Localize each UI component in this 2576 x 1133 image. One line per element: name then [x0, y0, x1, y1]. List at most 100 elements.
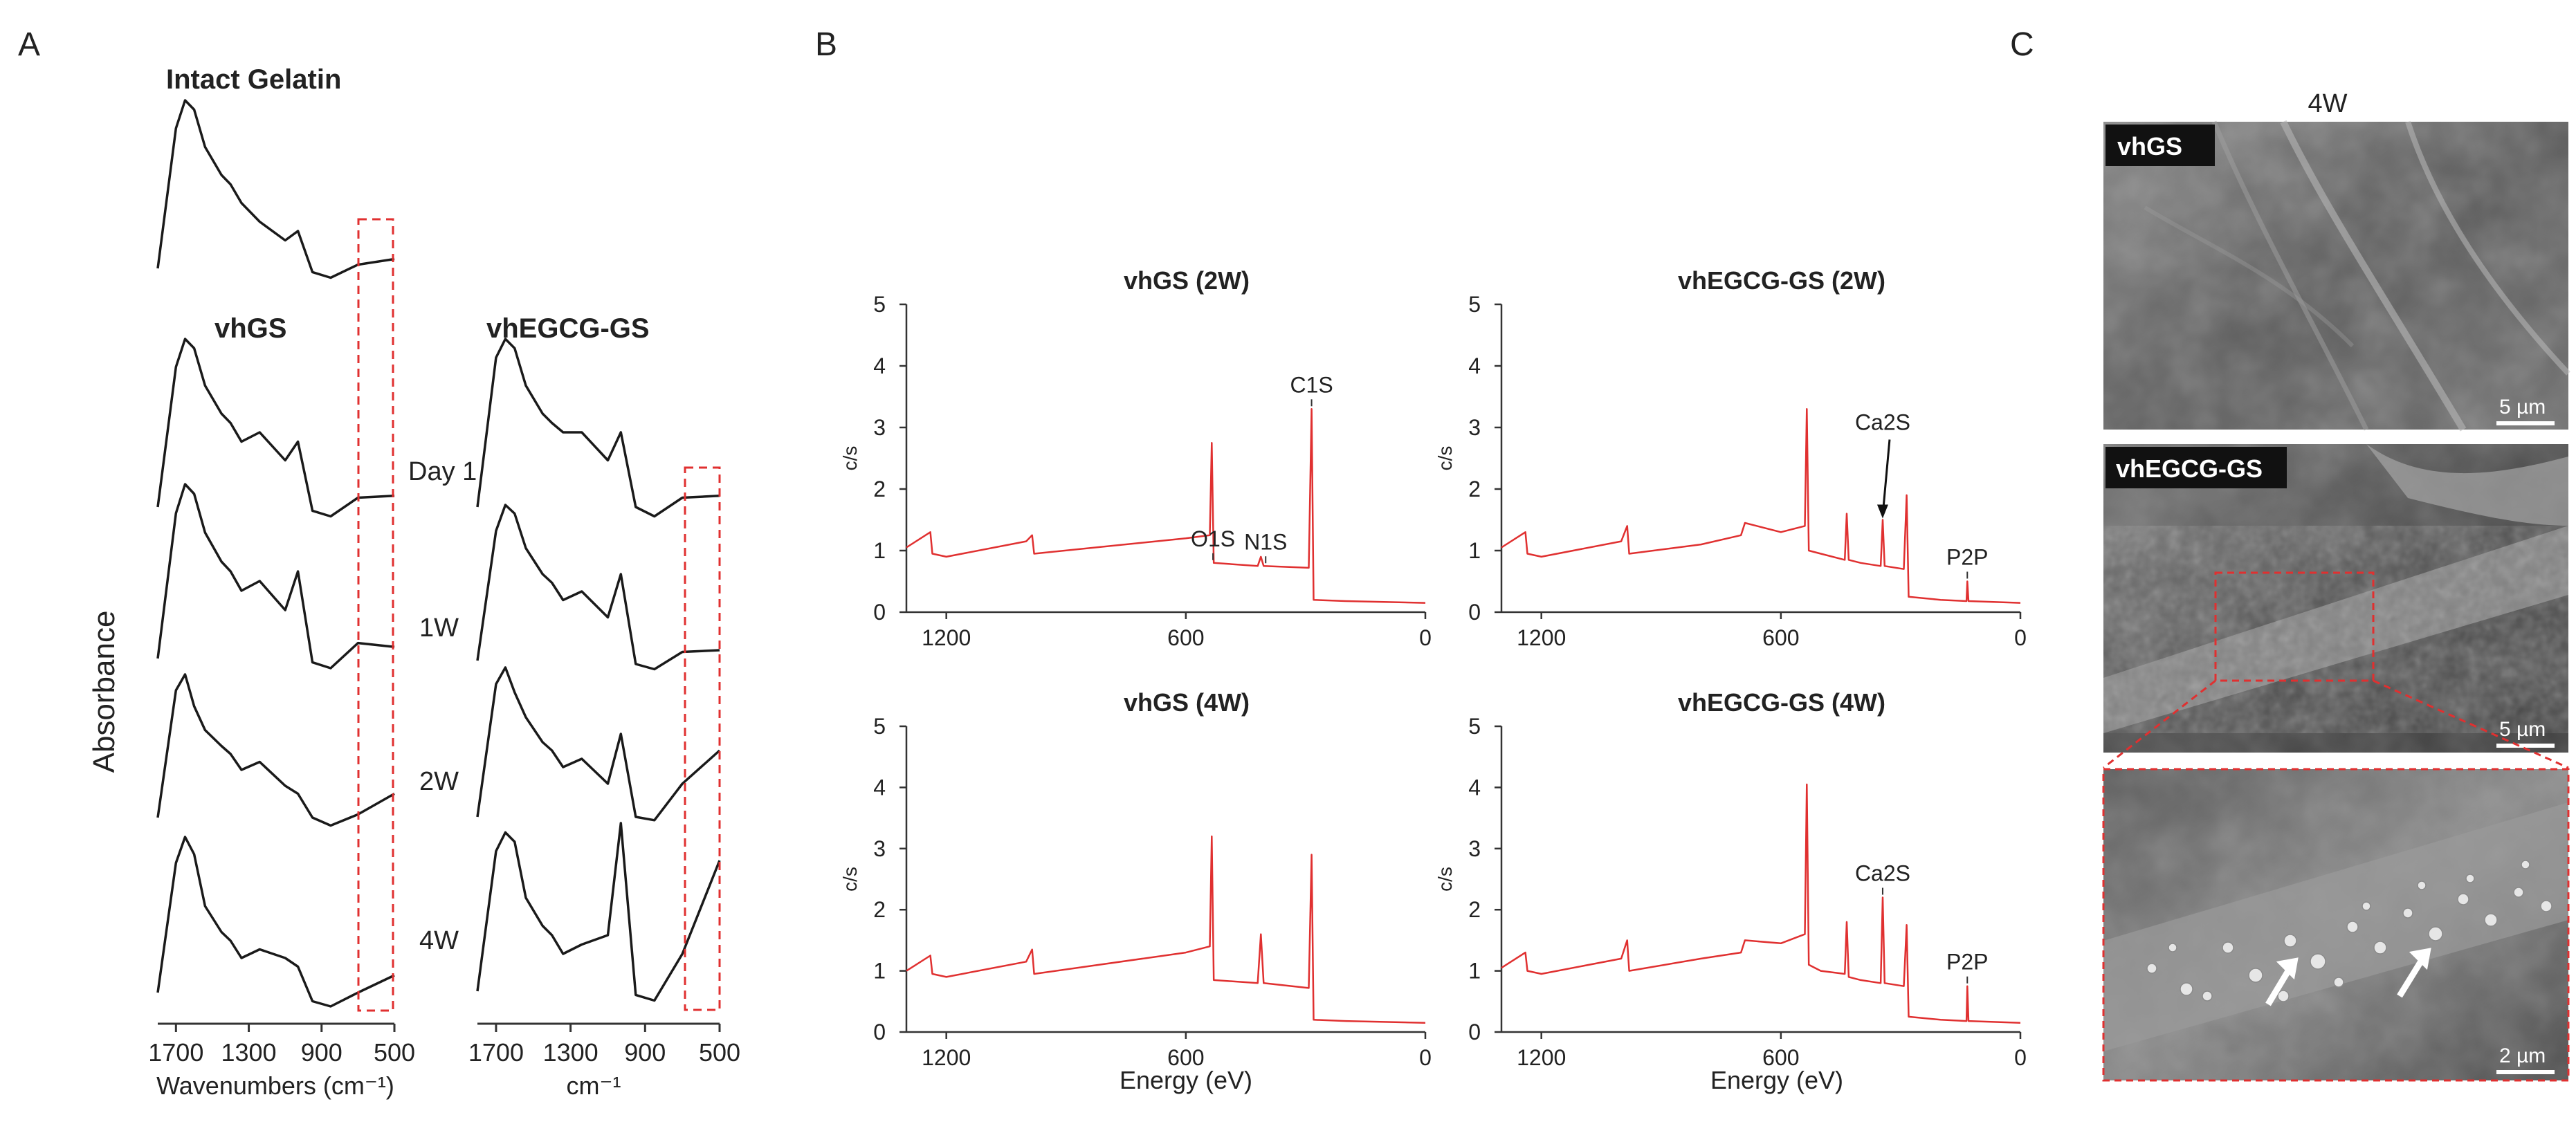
panel-letter-a: A: [18, 26, 40, 63]
xps-xtick-label: 0: [1419, 625, 1432, 650]
xps-spectrum-vhgs-4w: [906, 835, 1426, 1024]
ftir-title-vhegcg: vhEGCG-GS: [486, 313, 650, 344]
ftir-tick-label: 500: [699, 1038, 740, 1067]
xps-chart-vhegcg-gs-2w: vhEGCG-GS (2W) 0 1 2 3 4 5 1200 600 0 c/s Ca2S P2P: [1434, 266, 2027, 650]
sem-particle: [2146, 963, 2157, 974]
sem-particle: [2521, 860, 2530, 869]
time-label-4w: 4W: [419, 926, 459, 955]
sem-particle: [2202, 991, 2213, 1002]
xps-title: vhEGCG-GS (4W): [1678, 688, 1885, 717]
xps-title: vhGS (4W): [1124, 688, 1250, 717]
time-label-day1: Day 1: [408, 457, 477, 486]
xps-spectrum-vhgs-2w: [906, 408, 1426, 604]
xps-spectrum-vhegcg-gs-4w: [1501, 783, 2021, 1024]
sem-image-zoom: 2 µm: [2102, 768, 2570, 1082]
xps-ytick-label: 5: [1468, 714, 1481, 739]
ftir-ylabel: Absorbance: [87, 611, 121, 773]
xps-xlabel-right: Energy (eV): [1710, 1066, 1843, 1094]
xps-peak-label: C1S: [1290, 372, 1333, 397]
sem-particle: [2333, 977, 2344, 988]
sem-particle: [2457, 893, 2469, 905]
xps-ytick-label: 0: [873, 600, 886, 625]
xps-ytick-label: 5: [1468, 292, 1481, 317]
ftir-xlabel-left: Wavenumbers (cm⁻¹): [156, 1071, 394, 1100]
sem-particle: [2222, 941, 2234, 954]
ftir-line-vhgs-day-1: [156, 338, 395, 518]
sem-particle: [2402, 908, 2413, 919]
xps-xtick-label: 600: [1167, 1045, 1204, 1070]
xps-ytick-label: 4: [873, 775, 886, 800]
ftir-curves: [156, 99, 721, 1008]
ftir-highlight-box-right: [684, 466, 721, 1011]
panel-letter-c: C: [2010, 26, 2034, 63]
xps-ytick-label: 5: [873, 292, 886, 317]
xps-ytick-label: 1: [873, 959, 886, 984]
xps-ytick-label: 3: [873, 836, 886, 861]
ftir-tick-label: 1300: [543, 1038, 599, 1067]
xps-ytick-label: 2: [1468, 477, 1481, 501]
sem-arrowhead-1: [2276, 957, 2299, 980]
xps-ytick-label: 3: [1468, 415, 1481, 440]
ftir-tick-label: 900: [301, 1038, 342, 1067]
sem-image-vhegcg: vhEGCG-GS 5 µm: [2103, 444, 2568, 753]
ftir-tick-label: 1700: [468, 1038, 524, 1067]
xps-xtick-label: 0: [2014, 625, 2027, 650]
ftir-line-intact-gelatin-intact-gelatin: [156, 99, 395, 279]
xps-peak-label: P2P: [1946, 545, 1988, 570]
xps-xtick-label: 1200: [922, 1045, 971, 1070]
time-label-1w: 1W: [419, 614, 459, 643]
xps-xtick-label: 600: [1167, 625, 1204, 650]
xps-ytick-label: 1: [873, 538, 886, 563]
sem-zoom-connector-left: [2103, 679, 2216, 769]
sem-particle: [2428, 926, 2443, 941]
xps-ylabel: c/s: [839, 446, 861, 471]
sem-scale-2: 5 µm: [2499, 718, 2546, 741]
sem-badge-vhgs: [2105, 125, 2215, 166]
xps-peak-label: Ca2S: [1855, 410, 1910, 435]
xps-xtick-label: 600: [1762, 625, 1799, 650]
xps-ytick-label: 0: [1468, 1020, 1481, 1044]
sem-scale-1: 5 µm: [2499, 396, 2546, 418]
sem-arrow-1: [2265, 968, 2292, 1006]
sem-particles: [2146, 860, 2552, 1002]
xps-title: vhGS (2W): [1124, 266, 1250, 295]
sem-particle: [2484, 913, 2498, 927]
ftir-line-vhgs-2w: [156, 673, 395, 827]
xps-ytick-label: 2: [873, 897, 886, 922]
xps-ylabel: c/s: [1434, 867, 1456, 892]
ftir-line-vhegcg-gs-2w: [476, 666, 721, 822]
sem-particle: [2168, 943, 2177, 952]
xps-ylabel: c/s: [839, 867, 861, 892]
ftir-title-intact: Intact Gelatin: [166, 64, 341, 95]
ftir-tick-label: 900: [624, 1038, 666, 1067]
xps-xtick-label: 1200: [1517, 625, 1566, 650]
sem-particle: [2513, 887, 2524, 898]
ftir-tick-label: 1700: [148, 1038, 203, 1067]
time-label-2w: 2W: [419, 767, 459, 796]
ftir-tick-label: 1300: [221, 1038, 276, 1067]
xps-title: vhEGCG-GS (2W): [1678, 266, 1885, 295]
ftir-line-vhegcg-gs-1w: [476, 504, 720, 671]
sem-particle: [2362, 901, 2371, 911]
xps-ytick-label: 3: [1468, 836, 1481, 861]
sem-zoom-region: [2214, 571, 2375, 682]
xps-xtick-label: 0: [1419, 1045, 1432, 1070]
sem-arrow-2: [2397, 958, 2424, 998]
xps-ytick-label: 2: [873, 477, 886, 501]
ftir-xlabel-right: cm⁻¹: [567, 1071, 621, 1100]
xps-peak-label: Ca2S: [1855, 861, 1910, 886]
panel-letter-b: B: [815, 26, 837, 63]
xps-xtick-label: 1200: [1517, 1045, 1566, 1070]
xps-ylabel: c/s: [1434, 446, 1456, 471]
xps-xtick-label: 0: [2014, 1045, 2027, 1070]
sem-particle: [2310, 953, 2326, 970]
ftir-line-vhgs-1w: [156, 483, 395, 670]
sem-particle: [2540, 900, 2552, 912]
ftir-line-vhegcg-gs-4w: [476, 822, 721, 1002]
sem-particle: [2248, 968, 2263, 983]
xps-ytick-label: 3: [873, 415, 886, 440]
sem-particle: [2277, 990, 2290, 1002]
xps-ytick-label: 2: [1468, 897, 1481, 922]
